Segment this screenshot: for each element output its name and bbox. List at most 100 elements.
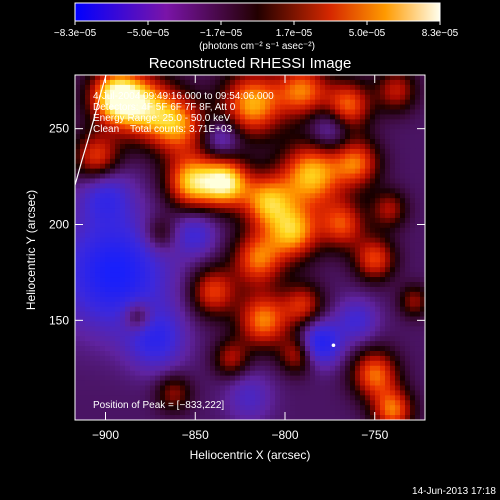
heatmap-cell xyxy=(395,124,401,130)
heatmap-cell xyxy=(395,252,401,258)
heatmap-cell xyxy=(135,144,141,150)
heatmap-cell xyxy=(255,163,261,170)
heatmap-cell xyxy=(310,360,316,367)
heatmap-cell xyxy=(255,360,261,367)
heatmap-cell xyxy=(385,188,391,194)
heatmap-cell xyxy=(145,99,151,105)
heatmap-cell xyxy=(245,316,251,322)
heatmap-cell xyxy=(245,326,251,332)
heatmap-cell xyxy=(260,400,266,406)
heatmap-cell xyxy=(320,148,326,155)
heatmap-cell xyxy=(140,410,146,416)
heatmap-cell xyxy=(170,385,176,391)
heatmap-cell xyxy=(155,306,161,312)
heatmap-cell xyxy=(265,168,271,174)
heatmap-cell xyxy=(370,124,376,130)
heatmap-cell xyxy=(250,400,256,406)
heatmap-cell xyxy=(190,262,196,268)
heatmap-cell xyxy=(190,148,196,155)
heatmap-cell xyxy=(140,326,146,332)
heatmap-cell xyxy=(395,257,401,263)
heatmap-cell xyxy=(280,114,286,120)
heatmap-cell xyxy=(420,124,425,130)
heatmap-cell xyxy=(165,306,171,312)
heatmap-cell xyxy=(340,365,346,372)
heatmap-cell xyxy=(315,168,321,174)
heatmap-cell xyxy=(260,410,266,416)
heatmap-cell xyxy=(200,286,206,293)
heatmap-cell xyxy=(400,355,406,362)
heatmap-cell xyxy=(380,109,386,115)
heatmap-cell xyxy=(195,237,201,243)
heatmap-cell xyxy=(185,79,191,86)
heatmap-cell xyxy=(105,227,111,234)
heatmap-cell xyxy=(400,163,406,170)
heatmap-cell xyxy=(280,385,286,391)
heatmap-cell xyxy=(410,370,416,377)
heatmap-cell xyxy=(330,99,336,105)
heatmap-cell xyxy=(205,390,211,396)
heatmap-cell xyxy=(135,153,141,160)
heatmap-cell xyxy=(240,79,246,86)
heatmap-cell xyxy=(405,242,411,248)
heatmap-cell xyxy=(270,415,276,420)
heatmap-cell xyxy=(200,277,206,283)
heatmap-cell xyxy=(335,257,341,263)
heatmap-cell xyxy=(205,282,211,288)
heatmap-cell xyxy=(205,148,211,155)
heatmap-cell xyxy=(400,272,406,278)
heatmap-cell xyxy=(230,213,236,219)
heatmap-cell xyxy=(285,178,291,184)
heatmap-cell xyxy=(140,203,146,209)
heatmap-cell xyxy=(275,405,281,411)
heatmap-cell xyxy=(300,217,306,224)
heatmap-cell xyxy=(265,193,271,199)
heatmap-cell xyxy=(225,163,231,170)
heatmap-cell xyxy=(315,222,321,229)
heatmap-cell xyxy=(265,380,271,386)
heatmap-cell xyxy=(180,124,186,130)
heatmap-cell xyxy=(75,79,81,86)
heatmap-cell xyxy=(370,99,376,105)
heatmap-cell xyxy=(200,395,206,401)
heatmap-cell xyxy=(195,252,201,258)
heatmap-cell xyxy=(170,114,176,120)
heatmap-cell xyxy=(420,355,425,362)
heatmap-cell xyxy=(390,217,396,224)
heatmap-cell xyxy=(145,114,151,120)
heatmap-cell xyxy=(180,365,186,372)
heatmap-cell xyxy=(380,79,386,86)
heatmap-cell xyxy=(310,163,316,170)
heatmap-cell xyxy=(300,410,306,416)
heatmap-cell xyxy=(375,365,381,372)
heatmap-cell xyxy=(95,380,101,386)
heatmap-cell xyxy=(75,109,81,115)
heatmap-cell xyxy=(250,321,256,327)
heatmap-cell xyxy=(320,227,326,234)
heatmap-cell xyxy=(125,252,131,258)
y-axis-label: Heliocentric Y (arcsec) xyxy=(24,190,38,310)
heatmap-cell xyxy=(180,79,186,86)
heatmap-cell xyxy=(420,405,425,411)
heatmap-cell xyxy=(270,203,276,209)
heatmap-cell xyxy=(260,158,266,165)
heatmap-cell xyxy=(285,262,291,268)
heatmap-cell xyxy=(365,301,371,308)
heatmap-cell xyxy=(130,188,136,194)
heatmap-cell xyxy=(250,222,256,229)
heatmap-cell xyxy=(160,222,166,229)
heatmap-cell xyxy=(175,400,181,406)
heatmap-cell xyxy=(80,183,86,189)
heatmap-cell xyxy=(320,341,326,347)
heatmap-cell xyxy=(315,282,321,288)
heatmap-cell xyxy=(205,331,211,337)
heatmap-cell xyxy=(115,286,121,293)
heatmap-cell xyxy=(130,346,136,352)
heatmap-cell xyxy=(145,346,151,352)
heatmap-cell xyxy=(275,385,281,391)
heatmap-cell xyxy=(105,405,111,411)
heatmap-cell xyxy=(110,109,116,115)
heatmap-cell xyxy=(160,178,166,184)
heatmap-cell xyxy=(310,267,316,273)
heatmap-cell xyxy=(105,222,111,229)
